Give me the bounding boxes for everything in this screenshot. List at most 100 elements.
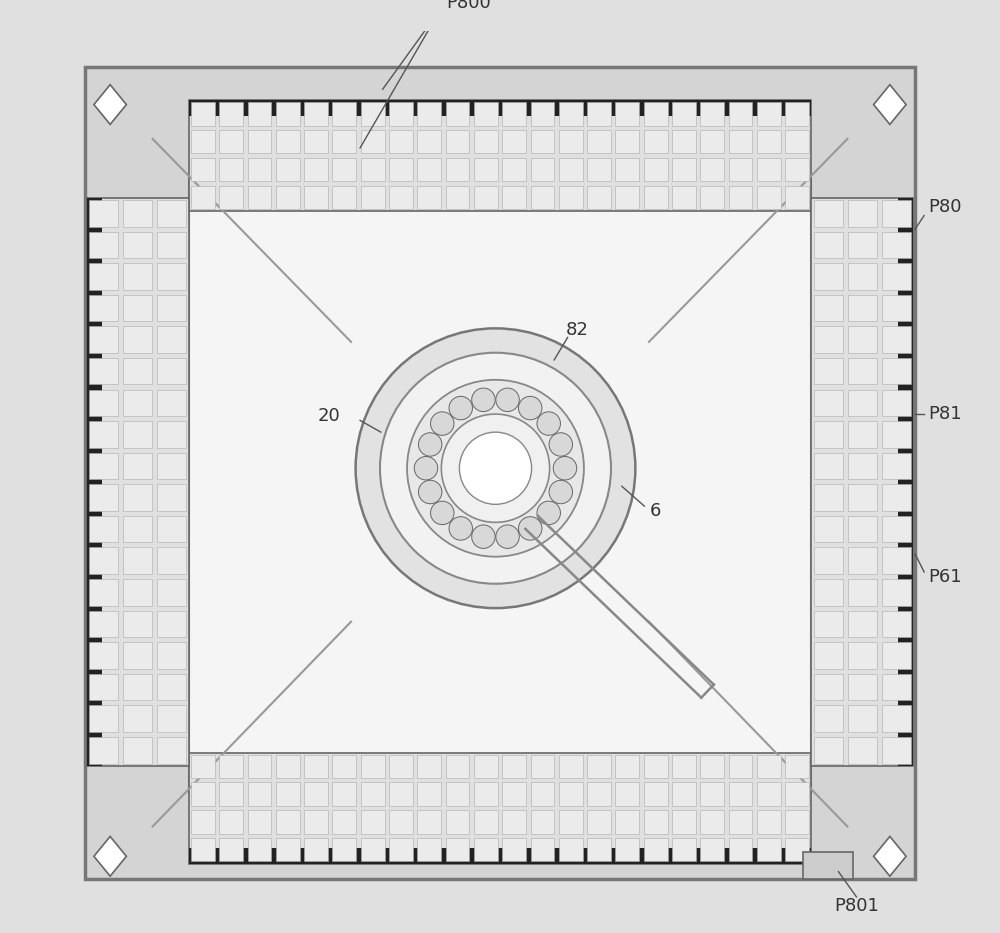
Bar: [848, 453, 877, 480]
Bar: [446, 810, 469, 833]
Bar: [785, 103, 809, 126]
Bar: [191, 810, 215, 833]
Bar: [417, 783, 441, 806]
Bar: [474, 783, 498, 806]
Bar: [276, 755, 300, 778]
Bar: [157, 295, 186, 321]
Bar: [729, 810, 752, 833]
Bar: [157, 263, 186, 290]
Bar: [446, 103, 469, 126]
Bar: [123, 295, 152, 321]
Bar: [332, 810, 356, 833]
Circle shape: [418, 480, 442, 504]
Bar: [785, 810, 809, 833]
Bar: [332, 838, 356, 861]
Bar: [248, 755, 271, 778]
Bar: [123, 579, 152, 606]
Bar: [882, 358, 911, 384]
Circle shape: [459, 432, 532, 505]
Bar: [559, 783, 583, 806]
Bar: [361, 755, 385, 778]
Bar: [304, 158, 328, 181]
Bar: [615, 186, 639, 209]
Bar: [474, 158, 498, 181]
Bar: [87, 198, 102, 766]
Bar: [123, 516, 152, 542]
Bar: [672, 158, 696, 181]
Bar: [248, 186, 271, 209]
Bar: [644, 810, 668, 833]
Bar: [417, 810, 441, 833]
Bar: [446, 130, 469, 153]
Bar: [89, 295, 118, 321]
Bar: [644, 838, 668, 861]
Bar: [417, 158, 441, 181]
Bar: [672, 783, 696, 806]
Bar: [219, 130, 243, 153]
Bar: [729, 838, 752, 861]
Bar: [757, 103, 781, 126]
Bar: [157, 200, 186, 227]
Bar: [785, 130, 809, 153]
Bar: [474, 810, 498, 833]
Bar: [814, 390, 843, 416]
Bar: [729, 103, 752, 126]
Bar: [89, 516, 118, 542]
Bar: [814, 200, 843, 227]
Circle shape: [431, 501, 454, 524]
Bar: [446, 158, 469, 181]
Bar: [848, 674, 877, 701]
Bar: [882, 610, 911, 637]
Bar: [587, 158, 611, 181]
Bar: [502, 783, 526, 806]
Bar: [89, 642, 118, 669]
Bar: [304, 838, 328, 861]
Bar: [89, 674, 118, 701]
Bar: [672, 130, 696, 153]
Bar: [700, 755, 724, 778]
Bar: [531, 186, 554, 209]
Bar: [587, 783, 611, 806]
Bar: [757, 783, 781, 806]
Bar: [417, 103, 441, 126]
Bar: [502, 130, 526, 153]
Bar: [417, 838, 441, 861]
Bar: [219, 783, 243, 806]
Bar: [700, 158, 724, 181]
Bar: [474, 130, 498, 153]
Bar: [276, 838, 300, 861]
Bar: [157, 358, 186, 384]
Bar: [531, 810, 554, 833]
Bar: [417, 130, 441, 153]
Bar: [848, 516, 877, 542]
Bar: [446, 186, 469, 209]
Bar: [882, 548, 911, 574]
Bar: [615, 103, 639, 126]
Bar: [89, 263, 118, 290]
Bar: [276, 810, 300, 833]
Bar: [189, 100, 811, 211]
Bar: [361, 186, 385, 209]
Bar: [502, 103, 526, 126]
Bar: [587, 838, 611, 861]
Bar: [587, 103, 611, 126]
Bar: [219, 103, 243, 126]
Circle shape: [441, 414, 550, 522]
Bar: [332, 158, 356, 181]
Bar: [123, 548, 152, 574]
Bar: [848, 200, 877, 227]
Bar: [559, 810, 583, 833]
Text: 20: 20: [317, 407, 340, 425]
Bar: [123, 453, 152, 480]
Bar: [644, 186, 668, 209]
Bar: [89, 421, 118, 448]
Text: 6: 6: [650, 502, 661, 520]
Bar: [304, 130, 328, 153]
Bar: [123, 327, 152, 353]
Bar: [157, 674, 186, 701]
Circle shape: [553, 456, 577, 480]
Bar: [123, 231, 152, 258]
Bar: [332, 130, 356, 153]
Bar: [814, 516, 843, 542]
Polygon shape: [94, 85, 126, 124]
